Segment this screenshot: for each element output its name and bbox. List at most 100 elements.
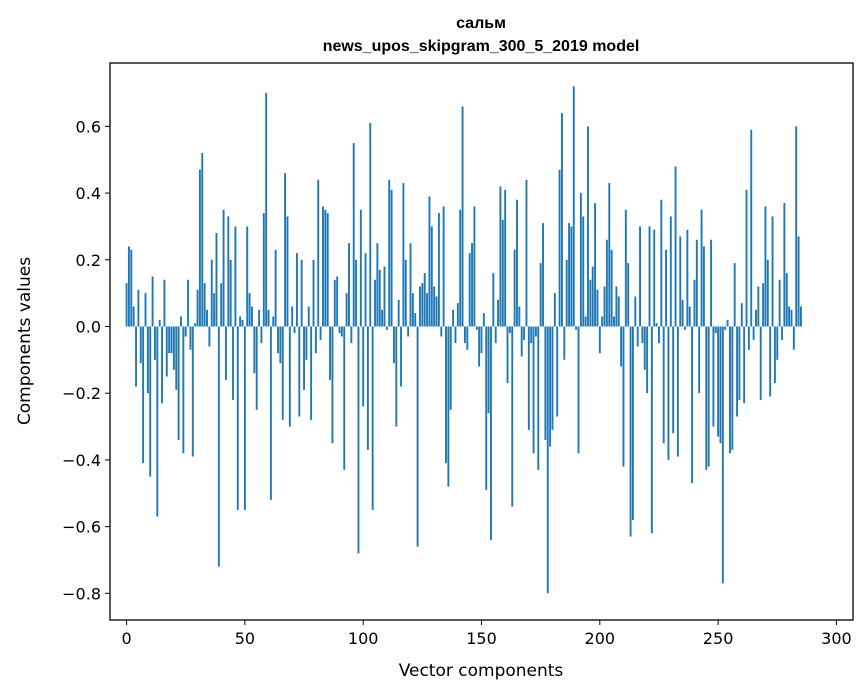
bar-78 bbox=[310, 326, 313, 420]
bar-275 bbox=[776, 326, 779, 360]
bar-139 bbox=[454, 326, 457, 344]
bar-105 bbox=[374, 279, 376, 327]
bar-255 bbox=[729, 326, 731, 454]
bar-150 bbox=[480, 326, 483, 354]
bar-43 bbox=[227, 216, 230, 327]
bar-214 bbox=[631, 326, 634, 520]
bar-10 bbox=[149, 326, 152, 477]
bar-97 bbox=[355, 259, 358, 327]
bar-172 bbox=[532, 326, 535, 454]
bar-86 bbox=[329, 326, 331, 380]
bar-110 bbox=[385, 326, 388, 330]
bar-60 bbox=[267, 309, 270, 327]
bar-249 bbox=[714, 326, 717, 334]
bar-165 bbox=[516, 199, 518, 327]
bar-135 bbox=[445, 326, 447, 464]
bar-269 bbox=[762, 283, 765, 327]
bar-115 bbox=[397, 299, 400, 327]
bar-180 bbox=[551, 326, 554, 430]
bar-4 bbox=[135, 326, 137, 387]
bar-57 bbox=[260, 326, 263, 344]
bar-159 bbox=[501, 219, 504, 327]
bar-280 bbox=[788, 306, 791, 327]
bar-15 bbox=[161, 326, 163, 404]
bar-178 bbox=[546, 326, 549, 594]
bar-186 bbox=[565, 259, 568, 327]
bar-136 bbox=[447, 326, 450, 487]
bar-207 bbox=[615, 286, 618, 327]
bar-226 bbox=[660, 199, 663, 327]
bar-256 bbox=[731, 326, 734, 450]
bar-196 bbox=[589, 279, 592, 327]
bar-56 bbox=[258, 309, 261, 327]
bar-167 bbox=[520, 326, 523, 357]
bar-9 bbox=[146, 326, 149, 394]
bar-141 bbox=[459, 209, 462, 327]
bar-79 bbox=[312, 259, 315, 327]
bar-187 bbox=[568, 223, 570, 327]
bar-215 bbox=[634, 296, 637, 327]
bar-177 bbox=[544, 326, 547, 440]
bar-259 bbox=[738, 326, 741, 400]
bar-63 bbox=[274, 249, 277, 327]
bar-29 bbox=[194, 323, 197, 327]
bar-230 bbox=[669, 216, 672, 327]
bar-58 bbox=[262, 213, 265, 327]
bar-237 bbox=[686, 229, 689, 327]
bar-175 bbox=[539, 263, 542, 327]
bar-277 bbox=[781, 326, 783, 340]
bar-170 bbox=[527, 326, 530, 430]
bar-244 bbox=[702, 246, 705, 327]
bar-98 bbox=[357, 326, 360, 554]
bar-85 bbox=[326, 213, 329, 327]
x-tick-label: 100 bbox=[348, 629, 379, 648]
y-axis-ticks: −0.8 −0.6 −0.4 −0.2 0.0 0.2 0.4 0.6 bbox=[62, 117, 110, 603]
bar-28 bbox=[191, 326, 194, 457]
bar-1 bbox=[127, 246, 130, 327]
bar-71 bbox=[293, 326, 296, 334]
bar-208 bbox=[617, 296, 620, 327]
bar-39 bbox=[217, 326, 220, 567]
bar-161 bbox=[506, 326, 509, 384]
bar-67 bbox=[284, 173, 287, 327]
bar-185 bbox=[563, 326, 566, 360]
bar-245 bbox=[705, 326, 708, 470]
bar-148 bbox=[475, 326, 478, 330]
bar-125 bbox=[421, 283, 424, 327]
bar-154 bbox=[490, 326, 492, 540]
bar-50 bbox=[243, 326, 246, 510]
x-axis-label: Vector components bbox=[399, 661, 564, 681]
bar-188 bbox=[570, 226, 573, 327]
bar-284 bbox=[797, 236, 800, 327]
bar-283 bbox=[795, 126, 798, 327]
bar-205 bbox=[610, 249, 613, 327]
bar-183 bbox=[558, 169, 561, 327]
bar-95 bbox=[350, 326, 353, 344]
bar-137 bbox=[449, 326, 452, 410]
bar-133 bbox=[440, 326, 443, 337]
bar-19 bbox=[170, 326, 173, 354]
bar-198 bbox=[594, 203, 597, 327]
bar-171 bbox=[530, 326, 533, 344]
bar-270 bbox=[764, 206, 767, 327]
bar-201 bbox=[601, 316, 604, 327]
bar-46 bbox=[234, 226, 237, 327]
bar-108 bbox=[381, 309, 384, 327]
bar-54 bbox=[253, 326, 256, 374]
bar-156 bbox=[494, 326, 497, 344]
bar-131 bbox=[435, 296, 438, 327]
bar-62 bbox=[272, 316, 275, 327]
bar-3 bbox=[132, 306, 135, 327]
x-tick-label: 0 bbox=[121, 629, 131, 648]
bar-240 bbox=[693, 279, 696, 327]
bar-192 bbox=[579, 193, 582, 327]
bar-66 bbox=[281, 326, 284, 420]
bar-217 bbox=[639, 226, 641, 327]
bar-123 bbox=[416, 326, 419, 547]
chart-title: сальм bbox=[456, 15, 506, 32]
bar-145 bbox=[468, 253, 471, 327]
bar-193 bbox=[582, 216, 585, 327]
bar-40 bbox=[220, 283, 223, 327]
bar-234 bbox=[679, 236, 682, 327]
bar-173 bbox=[534, 326, 537, 337]
